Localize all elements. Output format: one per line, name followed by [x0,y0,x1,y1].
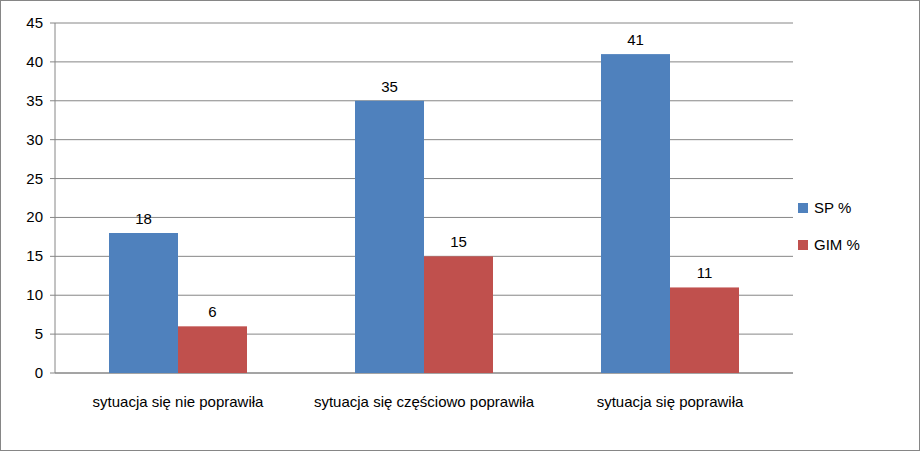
label-line: sytuacja się nie poprawiła [93,393,265,410]
bar [109,233,178,373]
bar [670,287,739,373]
grid-line [55,61,793,62]
y-tick-label: 15 [26,247,43,264]
y-tick-label: 20 [26,208,43,225]
data-label: 41 [627,31,644,48]
legend: SP % GIM % [798,199,860,253]
tick-mark [50,178,55,179]
y-tick-label: 5 [35,325,43,342]
tick-mark [50,373,55,374]
y-tick-label: 10 [26,286,43,303]
data-label: 6 [208,303,216,320]
tick-mark [50,61,55,62]
legend-label: GIM % [814,236,860,253]
data-label: 11 [697,264,713,281]
y-tick-label: 25 [26,170,43,187]
y-axis [55,23,56,373]
chart-frame [1,1,920,451]
bar [601,54,670,373]
tick-mark [50,139,55,140]
x-tick-label: sytuacja się nie poprawiła [93,393,265,410]
legend-label: SP % [814,199,851,216]
y-tick-label: 0 [35,364,43,381]
chart: 0 5 10 15 20 25 30 35 40 45 18 6 35 15 41 11 sytuacja si… [0,0,920,451]
x-tick-label: sytuacja się częściowo poprawiła [314,393,535,410]
bars [109,54,739,373]
bar [355,101,424,373]
label-line: sytuacja się częściowo poprawiła [314,393,535,410]
data-label: 15 [450,233,467,250]
tick-mark [50,100,55,101]
tick-mark [50,295,55,296]
legend-swatch [798,203,808,213]
y-tick-label: 45 [26,14,43,31]
y-tick-label: 35 [26,92,43,109]
y-tick-label: 40 [26,53,43,70]
tick-mark [50,256,55,257]
tick-mark [50,334,55,335]
legend-swatch [798,240,808,250]
data-label: 18 [135,210,152,227]
bar [424,256,493,373]
bar [178,326,247,373]
tick-mark [50,23,55,24]
tick-mark [50,217,55,218]
data-labels: 18 6 35 15 41 11 [135,31,712,320]
y-tick-label: 30 [26,131,43,148]
grid [50,23,793,373]
x-tick-label: sytuacja się poprawiła [597,393,744,410]
data-label: 35 [381,78,398,95]
label-line: sytuacja się poprawiła [597,393,744,410]
grid-line [55,23,793,24]
